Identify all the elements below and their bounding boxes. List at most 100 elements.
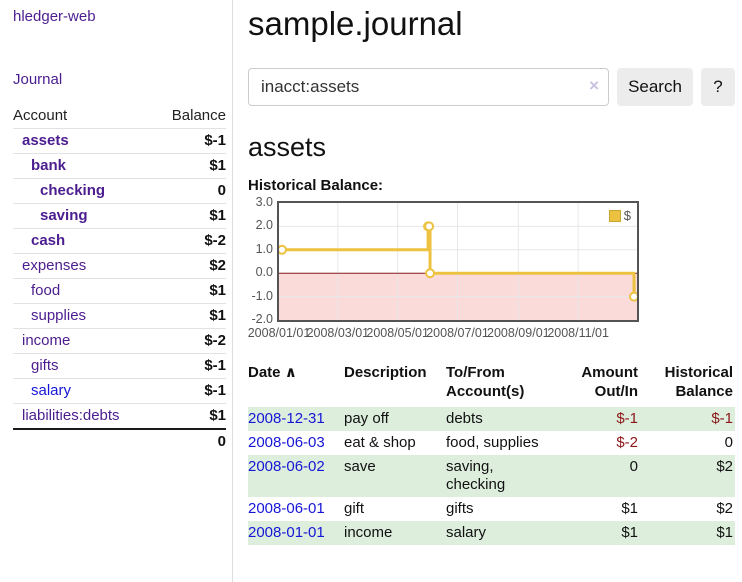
y-axis-tick-label: 1.0 [255,241,273,256]
register-date-link[interactable]: 2008-12-31 [248,410,325,427]
account-row: bank $1 [13,153,226,178]
account-row: cash $-2 [13,228,226,253]
x-axis-tick-label: 2008/05/01 [366,326,429,340]
clear-search-icon[interactable]: × [589,76,599,95]
account-row: food $1 [13,278,226,303]
chart-title: Historical Balance: [248,177,384,194]
register-date-cell: 2008-01-01 [248,521,344,545]
account-heading: assets [248,132,327,162]
x-axis-tick-label: 2008/07/01 [426,326,489,340]
account-row: income $-2 [13,328,226,353]
legend-label: $ [623,208,631,223]
date-column-header[interactable]: Date ∧ [248,363,297,381]
app-brand-link[interactable]: hledger-web [13,8,96,25]
account-balance: $2 [209,257,226,274]
register-accounts-cell: saving, checking [446,458,506,493]
y-axis-tick-label: 2.0 [255,218,273,233]
sidebar-item-journal[interactable]: Journal [13,71,63,88]
chart-legend: $ [607,208,632,223]
register-row: 2008-01-01 income salary $1 $1 [248,521,735,545]
chart-canvas [277,203,639,320]
help-button[interactable]: ? [701,68,735,106]
account-tree: assets $-1 bank $1 checking 0 saving $1 cash $-2 e… [13,128,226,428]
register-amount-cell: $-2 [616,434,638,451]
register-description-cell: eat & shop [344,434,416,451]
account-table-header: Account Balance [13,103,226,128]
account-link[interactable]: supplies [31,307,87,324]
x-axis-tick-label: 2008/03/01 [306,326,370,340]
register-table: Date ∧ Description To/From Account(s) Am… [248,363,735,545]
account-balance: 0 [217,182,226,199]
account-row: expenses $2 [13,253,226,278]
x-axis-tick-label: 2008/01/01 [247,326,311,340]
account-row: saving $1 [13,203,226,228]
account-balance: $-2 [204,332,226,349]
search-form: × Search ? [248,68,735,106]
register-date-cell: 2008-06-02 [248,455,344,497]
register-amount-cell: 0 [629,458,638,475]
y-axis-tick-label: -1.0 [251,288,273,303]
register-date-cell: 2008-06-03 [248,431,344,455]
account-link[interactable]: expenses [22,257,87,274]
register-date-link[interactable]: 2008-06-03 [248,434,325,451]
register-balance-cell: $2 [716,458,733,475]
register-description-cell: income [344,524,393,541]
account-link[interactable]: bank [31,157,67,174]
account-balance: $1 [209,207,226,224]
balance-chart: $ 3.0 2.0 1.0 0.0 -1.0 -2.0 2008/01/01 2008/03/… [247,195,735,343]
register-row: 2008-06-02 save saving, checking 0 $2 [248,455,735,497]
register-header-row: Date ∧ Description To/From Account(s) Am… [248,363,735,407]
register-amount-cell: $-1 [616,410,638,427]
account-link[interactable]: liabilities:debts [22,407,120,424]
account-link[interactable]: gifts [31,357,59,374]
account-link[interactable]: food [31,282,61,299]
register-balance-cell: $1 [716,524,733,541]
sidebar: hledger-web Journal Account Balance asse… [0,0,233,582]
chart-plot-area: $ [277,201,639,322]
account-balance: $1 [209,407,226,424]
register-date-cell: 2008-06-01 [248,497,344,521]
amount-column-header: Amount Out/In [581,364,638,400]
account-row: salary $-1 [13,378,226,403]
account-balance-table: Account Balance assets $-1 bank $1 checking 0… [13,103,226,453]
register-date-link[interactable]: 2008-06-02 [248,458,325,475]
account-balance: $-1 [204,132,226,149]
register-accounts-cell: food, supplies [446,434,539,451]
register-amount-cell: $1 [621,500,638,517]
balance-column-header: Balance [171,107,226,124]
account-link[interactable]: cash [31,232,66,249]
register-description-cell: save [344,458,376,475]
search-input[interactable] [248,68,609,106]
account-balance: $-2 [204,232,226,249]
account-balance: $-1 [204,382,226,399]
account-link[interactable]: checking [40,182,106,199]
register-accounts-cell: debts [446,410,483,427]
register-balance-cell: $-1 [711,410,733,427]
account-row: supplies $1 [13,303,226,328]
description-column-header: Description [344,364,427,381]
account-link[interactable]: salary [31,382,72,399]
x-axis-tick-label: 2008/09/01 [487,326,550,340]
register-date-link[interactable]: 2008-01-01 [248,524,325,541]
y-axis-tick-label: -2.0 [251,312,273,326]
balance-column-header-main: Historical Balance [664,364,733,400]
account-total-row: 0 [13,428,226,453]
account-link[interactable]: income [22,332,71,349]
register-balance-cell: $2 [716,500,733,517]
register-accounts-cell: gifts [446,500,474,517]
main-content: sample.journal × Search ? assets Histori… [248,0,735,545]
legend-swatch-icon [608,209,621,222]
register-row: 2008-06-01 gift gifts $1 $2 [248,497,735,521]
account-balance: $1 [209,307,226,324]
register-description-cell: gift [344,500,365,517]
search-button[interactable]: Search [617,68,693,106]
register-accounts-cell: salary [446,524,487,541]
account-link[interactable]: assets [22,132,69,149]
account-column-header: Account [13,107,68,124]
x-axis-tick-label: 2008/11/01 [547,326,609,340]
y-axis-tick-label: 0.0 [255,265,273,280]
register-date-link[interactable]: 2008-06-01 [248,500,325,517]
account-link[interactable]: saving [40,207,88,224]
accounts-column-header: To/From Account(s) [446,364,525,400]
register-row: 2008-06-03 eat & shop food, supplies $-2 0 [248,431,735,455]
